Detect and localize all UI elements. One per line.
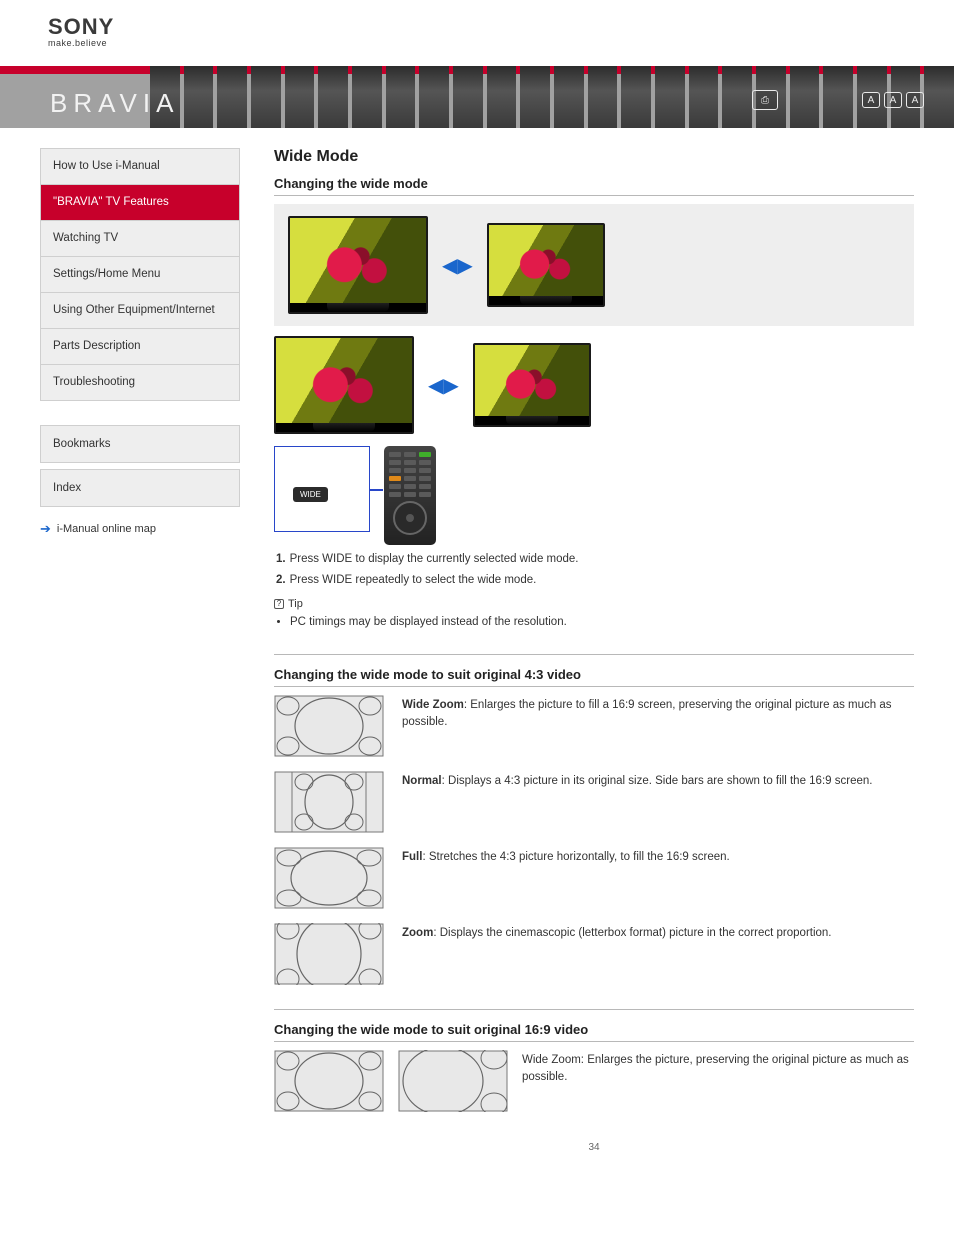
step-1-text: Press WIDE to display the currently sele… [290, 553, 579, 565]
wm16-row-widezoom: Wide Zoom: Enlarges the picture, preserv… [274, 1050, 914, 1112]
page-number: 34 [274, 1142, 914, 1153]
hero-toolbar: ⎙ A A A [752, 90, 924, 110]
tip-heading: ? Tip [274, 598, 914, 610]
sony-tagline: make.believe [48, 38, 954, 48]
wm-desc-full: Full: Stretches the 4:3 picture horizont… [402, 847, 914, 866]
dpad-icon [393, 501, 427, 535]
sidebar-nav: How to Use i-Manual "BRAVIA" TV Features… [40, 148, 240, 401]
sidebar-index[interactable]: Index [40, 469, 240, 507]
remote-illustration: WIDE [274, 446, 914, 545]
wm-diagram-normal [274, 771, 384, 833]
wm-desc-widezoom: Wide Zoom: Enlarges the picture to fill … [402, 695, 914, 730]
wm16-desc-widezoom: Wide Zoom: Enlarges the picture, preserv… [522, 1050, 914, 1085]
sidebar-item-watching[interactable]: Watching TV [41, 221, 239, 257]
wm-name-widezoom: Wide Zoom [402, 699, 464, 711]
wide-button-callout: WIDE [274, 446, 370, 532]
tv-illustration-large [288, 216, 428, 314]
sidebar-bookmarks[interactable]: Bookmarks [40, 425, 240, 463]
wm-desc-normal: Normal: Displays a 4:3 picture in its or… [402, 771, 914, 790]
steps-list: 1.Press WIDE to display the currently se… [276, 551, 914, 590]
step-2-text: Press WIDE repeatedly to select the wide… [290, 574, 537, 586]
arrow-right-icon: ➔ [40, 521, 51, 537]
wm-row-full: Full: Stretches the 4:3 picture horizont… [274, 847, 914, 909]
sidebar-item-features[interactable]: "BRAVIA" TV Features [41, 185, 239, 221]
illustration-wide-compare-2: ◀▶ [274, 336, 914, 434]
font-size-medium-icon[interactable]: A [884, 92, 902, 108]
wm-text-normal: Displays a 4:3 picture in its original s… [448, 775, 872, 787]
hero-banner: BRAVIA ⎙ A A A [0, 66, 954, 128]
sidebar-item-parts[interactable]: Parts Description [41, 329, 239, 365]
sidebar-item-troubleshooting[interactable]: Troubleshooting [41, 365, 239, 400]
wm-diagram-full [274, 847, 384, 909]
wide-mode-4-3-list: Wide Zoom: Enlarges the picture to fill … [274, 695, 914, 985]
return-link[interactable]: ➔ i-Manual online map [40, 521, 240, 537]
tv-illustration-large-2 [274, 336, 414, 434]
divider-2 [274, 1009, 914, 1010]
wm-name-normal: Normal [402, 775, 442, 787]
sony-logo: SONY [48, 14, 954, 40]
tip-item: PC timings may be displayed instead of t… [290, 614, 914, 631]
tip-list: PC timings may be displayed instead of t… [290, 614, 914, 631]
section-heading-4-3: Changing the wide mode to suit original … [274, 667, 914, 687]
illustration-wide-compare: ◀▶ [274, 204, 914, 326]
wm-desc-zoom: Zoom: Displays the cinemascopic (letterb… [402, 923, 914, 942]
double-arrow-icon-2: ◀▶ [428, 373, 459, 398]
print-icon[interactable]: ⎙ [752, 90, 778, 110]
font-size-large-icon[interactable]: A [906, 92, 924, 108]
page-title: Wide Mode [274, 148, 914, 166]
sidebar: How to Use i-Manual "BRAVIA" TV Features… [40, 148, 240, 1153]
wm-row-normal: Normal: Displays a 4:3 picture in its or… [274, 771, 914, 833]
divider [274, 654, 914, 655]
header: SONY make.believe [0, 0, 954, 54]
bookmarks-label: Bookmarks [53, 438, 111, 450]
wm-row-widezoom: Wide Zoom: Enlarges the picture to fill … [274, 695, 914, 757]
step-2: 2.Press WIDE repeatedly to select the wi… [276, 572, 914, 589]
font-size-small-icon[interactable]: A [862, 92, 880, 108]
return-link-label: i-Manual online map [57, 523, 156, 535]
wm-row-zoom: Zoom: Displays the cinemascopic (letterb… [274, 923, 914, 985]
step-1: 1.Press WIDE to display the currently se… [276, 551, 914, 568]
main-content: Wide Mode Changing the wide mode ◀▶ ◀▶ W… [274, 148, 914, 1153]
tip-icon: ? [274, 599, 284, 609]
wm-text-widezoom: Enlarges the picture to fill a 16:9 scre… [402, 699, 892, 728]
wm-name-zoom: Zoom [402, 927, 433, 939]
wide-button-label: WIDE [293, 487, 328, 502]
tv-illustration-small [487, 223, 605, 307]
wm16-diagram-b [398, 1050, 508, 1112]
hero-brand: BRAVIA [50, 88, 179, 119]
section-heading-change-wide: Changing the wide mode [274, 176, 914, 196]
section-heading-16-9: Changing the wide mode to suit original … [274, 1022, 914, 1042]
page-body: How to Use i-Manual "BRAVIA" TV Features… [0, 140, 954, 1193]
index-label: Index [53, 482, 81, 494]
wm-text-full: Stretches the 4:3 picture horizontally, … [429, 851, 730, 863]
double-arrow-icon: ◀▶ [442, 253, 473, 278]
tv-illustration-small-2 [473, 343, 591, 427]
sidebar-item-equipment[interactable]: Using Other Equipment/Internet [41, 293, 239, 329]
sidebar-item-how-to[interactable]: How to Use i-Manual [41, 149, 239, 185]
wm-diagram-widezoom [274, 695, 384, 757]
wm16-name-widezoom: Wide Zoom [522, 1054, 581, 1066]
wm-name-full: Full [402, 851, 422, 863]
wm-text-zoom: Displays the cinemascopic (letterbox for… [440, 927, 832, 939]
wm-diagram-zoom [274, 923, 384, 985]
sidebar-item-settings[interactable]: Settings/Home Menu [41, 257, 239, 293]
remote-control-icon [384, 446, 436, 545]
tip-label: Tip [288, 598, 303, 610]
wm16-diagram-a [274, 1050, 384, 1112]
